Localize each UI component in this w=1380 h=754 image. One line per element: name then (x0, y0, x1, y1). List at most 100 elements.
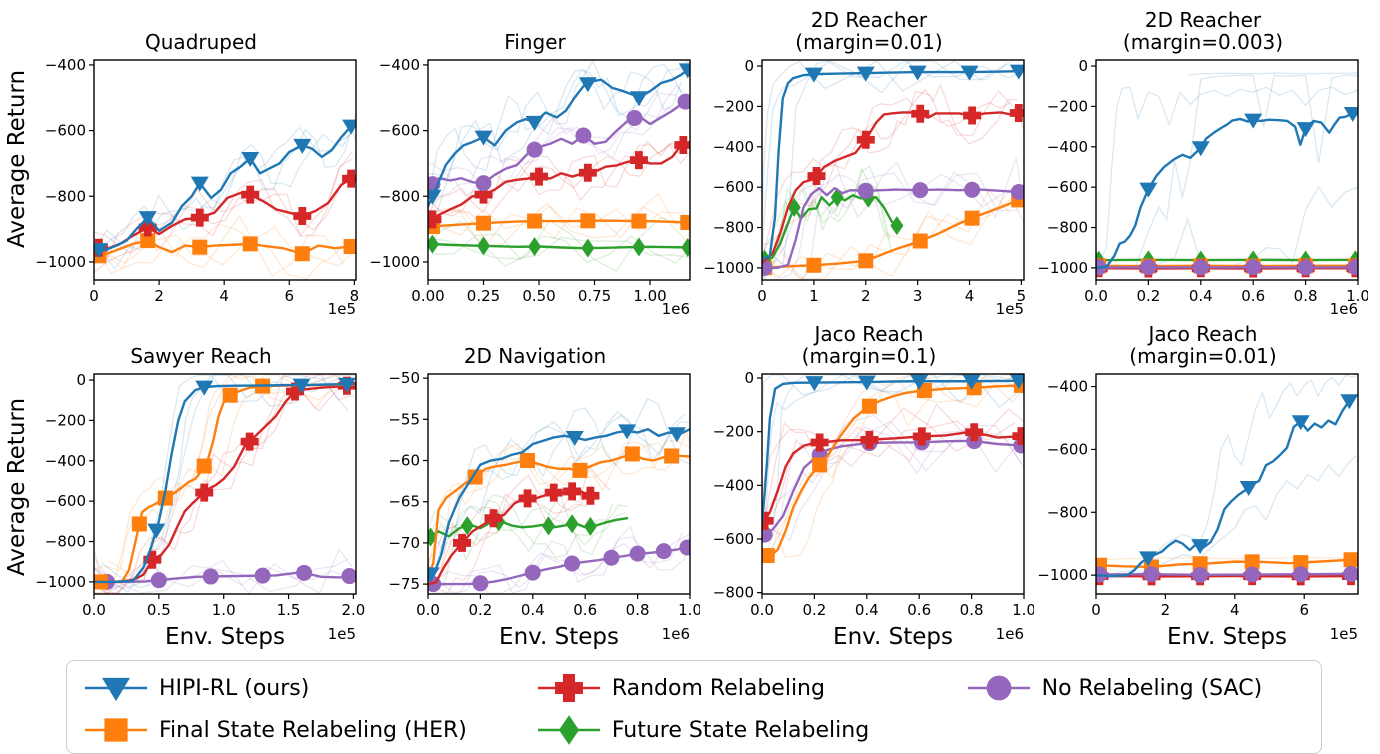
svg-text:−400: −400 (1047, 138, 1088, 156)
x-axis-offset: 1e5 (328, 300, 356, 316)
svg-text:0.00: 0.00 (411, 287, 444, 305)
svg-text:−1000: −1000 (1038, 566, 1088, 584)
svg-text:−400: −400 (379, 56, 420, 74)
chart-row-bottom: Average Return Sawyer Reach 0.0 0.5 1.0 1.5 2… (0, 316, 1380, 658)
svg-text:−200: −200 (1047, 97, 1088, 115)
legend-item-no-relabeling: No Relabeling (SAC) (966, 667, 1311, 709)
legend-column-3: No Relabeling (SAC) (966, 667, 1311, 709)
plot-title: Finger (504, 30, 566, 55)
svg-text:0: 0 (1091, 601, 1101, 619)
svg-text:5: 5 (1017, 287, 1027, 305)
svg-text:0.2: 0.2 (1136, 287, 1160, 305)
svg-text:2.0: 2.0 (341, 601, 365, 619)
svg-text:−800: −800 (45, 533, 86, 551)
no-relabeling-marker-icon (967, 675, 1030, 701)
subplot-2d-navigation: 2D Navigation 0.0 0.2 0.4 0.6 0.8 1.0 −50 −55 −60… (368, 316, 702, 658)
svg-text:0.4: 0.4 (855, 601, 879, 619)
plot-canvas-finger: 0.00 0.25 0.50 0.75 1.00 −400 −600 −800 −1000 1e6 (370, 56, 691, 316)
plot-canvas-sawyer-reach: 0.0 0.5 1.0 1.5 2.0 0 −200 −400 −600 −800 −1000 1e5… (36, 371, 365, 650)
subplot-jaco-reach-margin-0-01: Jaco Reach (margin=0.01) 0 2 4 6 −400 −600 −800 −… (1036, 316, 1370, 658)
legend-column-2: Random Relabeling Future State Relabelin… (536, 667, 966, 751)
x-axis-offset: 1e6 (662, 625, 690, 643)
svg-text:4: 4 (1230, 601, 1240, 619)
random-relabeling-marker-icon (537, 674, 600, 702)
svg-text:4: 4 (965, 287, 975, 305)
svg-text:1.0: 1.0 (1346, 287, 1368, 305)
svg-text:1.0: 1.0 (678, 601, 700, 619)
svg-text:−400: −400 (45, 452, 86, 470)
svg-text:0.25: 0.25 (467, 287, 500, 305)
legend-item-future-state-relabeling: Future State Relabeling (536, 709, 966, 751)
x-axis-label: Env. Steps (1167, 624, 1287, 650)
svg-text:0: 0 (76, 371, 86, 389)
plot-title: 2D Reacher (margin=0.003) (1122, 7, 1284, 55)
charts-row-top: Quadruped 0 2 4 6 8 −400 −600 −800 −1000 1e5 Finger… (34, 2, 1380, 316)
subplot-finger: Finger 0.00 0.25 0.50 0.75 1.00 −400 −600 −800 −1… (368, 2, 702, 316)
svg-text:6: 6 (1299, 601, 1309, 619)
subplot-quadruped: Quadruped 0 2 4 6 8 −400 −600 −800 −1000 1e5 (34, 2, 368, 316)
y-axis-label-text: Average Return (4, 69, 30, 249)
svg-text:0.0: 0.0 (750, 601, 774, 619)
x-axis-offset: 1e6 (996, 625, 1024, 643)
svg-text:0: 0 (744, 369, 754, 387)
svg-text:−50: −50 (388, 369, 420, 387)
svg-text:−1000: −1000 (370, 253, 420, 271)
legend-item-final-state-relabeling: Final State Relabeling (HER) (83, 709, 536, 751)
legend-item-random-relabeling: Random Relabeling (536, 667, 966, 709)
svg-text:0: 0 (89, 287, 99, 305)
x-axis-offset: 1e6 (662, 300, 690, 316)
svg-text:0.8: 0.8 (1294, 287, 1318, 305)
svg-text:0.0: 0.0 (82, 601, 106, 619)
svg-text:−70: −70 (388, 534, 420, 552)
plot-canvas-2d-navigation: 0.0 0.2 0.4 0.6 0.8 1.0 −50 −55 −60 −65 −70 −75 1e6 E… (388, 369, 700, 650)
subplot-jaco-reach-margin-0-1: Jaco Reach (margin=0.1) 0.0 0.2 0.4 0.6 0.8 1.0… (702, 316, 1036, 658)
svg-text:2: 2 (1161, 601, 1171, 619)
her-marker-icon (85, 718, 147, 742)
svg-text:0.50: 0.50 (522, 287, 555, 305)
legend-column-1: HIPI-RL (ours) Final State Relabeling (H… (83, 667, 536, 751)
x-axis-label: Env. Steps (499, 624, 619, 650)
plot-title: Sawyer Reach (130, 344, 272, 369)
x-axis-offset: 1e5 (996, 300, 1024, 316)
svg-text:−75: −75 (388, 575, 420, 593)
x-axis-label: Env. Steps (833, 624, 953, 650)
x-axis-offset: 1e6 (1330, 300, 1358, 316)
svg-text:−55: −55 (388, 410, 420, 428)
svg-text:0.2: 0.2 (802, 601, 826, 619)
svg-text:−600: −600 (1047, 178, 1088, 196)
x-axis-offset: 1e5 (1330, 625, 1358, 643)
svg-text:0.0: 0.0 (416, 601, 440, 619)
plot-canvas-2d-reacher-margin-0-003: 0.0 0.2 0.4 0.6 0.8 1.0 0 −200 −400 −600 −800 −1000… (1038, 57, 1368, 316)
plot-canvas-jaco-reach-margin-0-1: 0.0 0.2 0.4 0.6 0.8 1.0 0 −200 −400 −600 −800 1e6 En… (713, 369, 1034, 650)
plot-title: Jaco Reach (margin=0.1) (801, 321, 937, 369)
svg-text:−200: −200 (45, 411, 86, 429)
svg-text:1.5: 1.5 (277, 601, 301, 619)
y-axis-label-top: Average Return (0, 2, 34, 316)
svg-text:0: 0 (1078, 57, 1088, 75)
svg-text:0.5: 0.5 (147, 601, 171, 619)
legend-label: HIPI-RL (ours) (159, 675, 310, 701)
chart-row-top: Average Return Quadruped 0 2 4 6 8 −400 −600 −80… (0, 2, 1380, 316)
svg-text:0.8: 0.8 (960, 601, 984, 619)
legend-label: Final State Relabeling (HER) (159, 717, 467, 743)
svg-text:8: 8 (350, 287, 360, 305)
plot-canvas-2d-reacher-margin-0-01: 0 1 2 3 4 5 0 −200 −400 −600 −800 −1000 1e5 (704, 57, 1027, 316)
plot-canvas-quadruped: 0 2 4 6 8 −400 −600 −800 −1000 1e5 (36, 56, 360, 316)
x-axis-offset: 1e5 (328, 625, 356, 643)
svg-text:−600: −600 (713, 178, 754, 196)
svg-text:0.6: 0.6 (573, 601, 597, 619)
plot-title: Quadruped (145, 30, 257, 55)
svg-text:0.4: 0.4 (1189, 287, 1213, 305)
svg-text:−800: −800 (1047, 503, 1088, 521)
svg-text:1.0: 1.0 (212, 601, 236, 619)
legend-label: Future State Relabeling (611, 717, 870, 743)
svg-text:−800: −800 (379, 187, 420, 205)
svg-text:−200: −200 (713, 97, 754, 115)
svg-text:1.00: 1.00 (633, 287, 666, 305)
svg-text:0: 0 (744, 57, 754, 75)
legend-label: Random Relabeling (611, 675, 825, 701)
svg-text:0.6: 0.6 (907, 601, 931, 619)
svg-text:0.0: 0.0 (1084, 287, 1108, 305)
plot-title: 2D Reacher (margin=0.01) (795, 7, 943, 55)
legend-item-hipi-rl: HIPI-RL (ours) (83, 667, 536, 709)
